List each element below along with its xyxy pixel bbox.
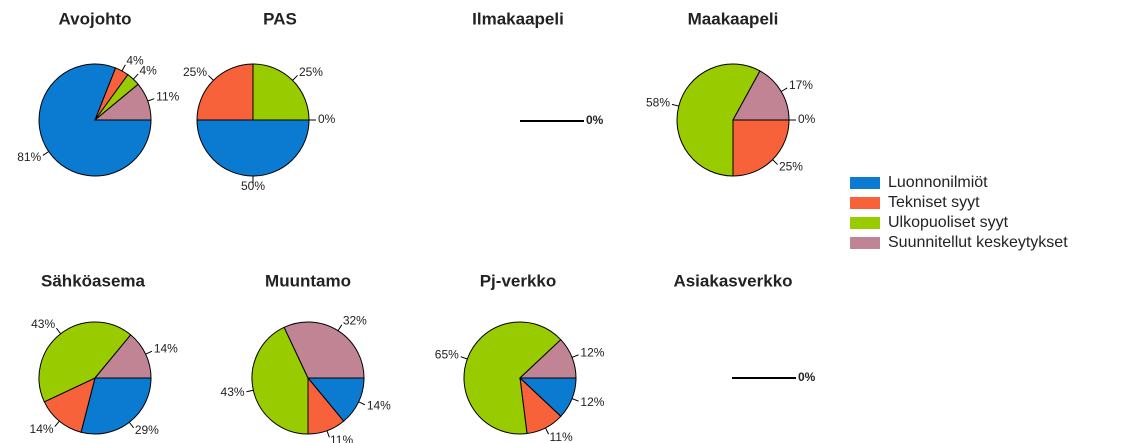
label-tick — [145, 350, 153, 355]
legend-swatch — [850, 177, 880, 189]
label-tick — [208, 75, 214, 81]
slice — [196, 63, 254, 121]
slice — [732, 119, 790, 177]
label-tick — [671, 103, 679, 107]
label-tick — [121, 64, 126, 72]
label-tick — [571, 354, 579, 358]
label-tick — [326, 430, 330, 438]
chart-title: Maakaapeli — [688, 9, 779, 28]
legend-swatch — [850, 197, 880, 209]
chart-title: Avojohto — [58, 9, 131, 28]
label-tick — [358, 401, 366, 406]
chart-title: Pj-verkko — [480, 271, 557, 290]
value-label: 0% — [318, 112, 336, 126]
slice — [93, 83, 152, 121]
slice — [283, 321, 365, 379]
value-label: 25% — [299, 65, 323, 79]
slice — [463, 321, 562, 435]
legend-label: Luonnonilmiöt — [888, 174, 988, 191]
value-label: 4% — [126, 53, 144, 67]
label-tick — [292, 75, 298, 81]
value-label: 14% — [154, 342, 178, 356]
label-tick — [132, 73, 139, 80]
label-tick — [147, 98, 155, 102]
value-label: 17% — [789, 78, 813, 92]
label-tick — [42, 151, 49, 156]
value-label: 12% — [580, 395, 604, 409]
value-label: 11% — [330, 433, 353, 443]
value-label: 58% — [646, 96, 670, 110]
value-label: 11% — [550, 430, 573, 443]
slice — [251, 326, 309, 435]
chart-title: Ilmakaapeli — [472, 9, 564, 28]
label-tick — [337, 324, 343, 331]
legend-label: Suunnitellut keskeytykset — [888, 234, 1068, 251]
label-tick — [544, 427, 550, 435]
value-label: 11% — [156, 89, 179, 103]
slice — [676, 63, 761, 177]
legend-swatch — [850, 217, 880, 229]
value-label: 32% — [343, 314, 367, 328]
slice — [518, 338, 577, 379]
label-tick — [772, 159, 778, 165]
value-label: 29% — [135, 423, 159, 437]
chart-title: Sähköasema — [41, 271, 145, 290]
slice — [38, 321, 132, 403]
label-tick — [571, 398, 579, 402]
label-tick — [128, 421, 135, 429]
legend-label: Tekniset syyt — [888, 194, 980, 211]
slice — [196, 119, 310, 177]
value-label: 12% — [580, 346, 604, 360]
value-label: 14% — [367, 399, 391, 413]
label-tick — [780, 87, 788, 92]
value-label: 43% — [221, 385, 245, 399]
value-label: 50% — [241, 179, 265, 193]
legend-swatch — [850, 237, 880, 249]
value-label: 81% — [17, 150, 41, 164]
chart-title: PAS — [263, 9, 297, 28]
legend-label: Ulkopuoliset syyt — [888, 214, 1009, 231]
value-label: 14% — [30, 422, 54, 436]
value-label: 4% — [139, 63, 157, 77]
value-label: 25% — [183, 65, 207, 79]
slice — [80, 377, 152, 435]
value-label: 0% — [586, 113, 604, 127]
value-label: 65% — [435, 347, 459, 361]
chart-title: Asiakasverkko — [673, 271, 792, 290]
label-tick — [460, 356, 468, 360]
value-label: 0% — [798, 112, 816, 126]
label-tick — [54, 420, 60, 427]
slice — [252, 63, 310, 121]
label-tick — [55, 327, 62, 335]
slice — [732, 70, 790, 121]
value-label: 0% — [798, 370, 816, 384]
value-label: 25% — [779, 160, 803, 174]
value-label: 43% — [31, 317, 55, 331]
chart-title: Muuntamo — [265, 271, 351, 290]
label-tick — [246, 389, 254, 393]
